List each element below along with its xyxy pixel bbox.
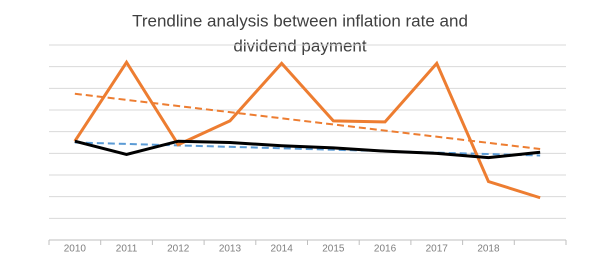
chart-title: Trendline analysis between inflation rat… — [132, 11, 468, 30]
x-tick-label: 2010 — [64, 244, 87, 255]
x-tick-label: 2018 — [477, 244, 500, 255]
x-tick-label: 2012 — [167, 244, 190, 255]
x-tick-label: 2017 — [426, 244, 449, 255]
x-tick-label: 2014 — [271, 244, 294, 255]
x-tick-label: 2015 — [322, 244, 345, 255]
data-line — [73, 59, 541, 200]
x-tick-label: 2011 — [116, 244, 138, 255]
chart-title: dividend payment — [233, 36, 367, 55]
trendline — [74, 141, 541, 157]
x-tick-label: 2016 — [374, 244, 397, 255]
data-line — [74, 139, 541, 160]
x-tick-label: 2013 — [219, 244, 242, 255]
